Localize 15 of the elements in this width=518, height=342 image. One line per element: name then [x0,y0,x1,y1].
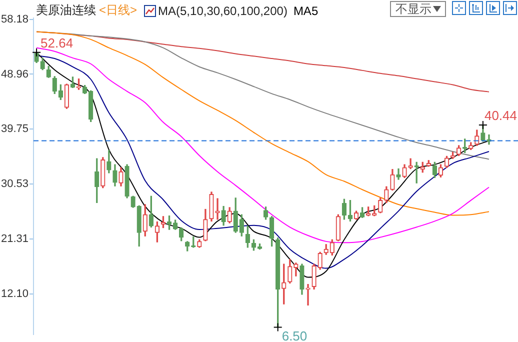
text: 不显示 [396,0,432,18]
y-tick-label: 30.53 [0,178,29,190]
y-tick-label: 48.96 [0,68,29,80]
chart-title: 美原油连续 [36,2,96,19]
text: MA(5,10,30,60,100,200) [158,4,288,18]
annotation: 40.44 [484,108,518,124]
y-tick-label: 39.75 [0,123,29,136]
candlestick [215,198,220,220]
y-tick-label: 12.10 [0,288,29,300]
annotation: 52.64 [40,35,74,50]
annotation: 6.50 [282,328,308,342]
text: MA5 [293,4,318,18]
chart-subtitle: <日线> [99,2,138,19]
y-tick-label: 21.31 [0,233,29,246]
y-tick-label: 58.18 [0,13,29,26]
